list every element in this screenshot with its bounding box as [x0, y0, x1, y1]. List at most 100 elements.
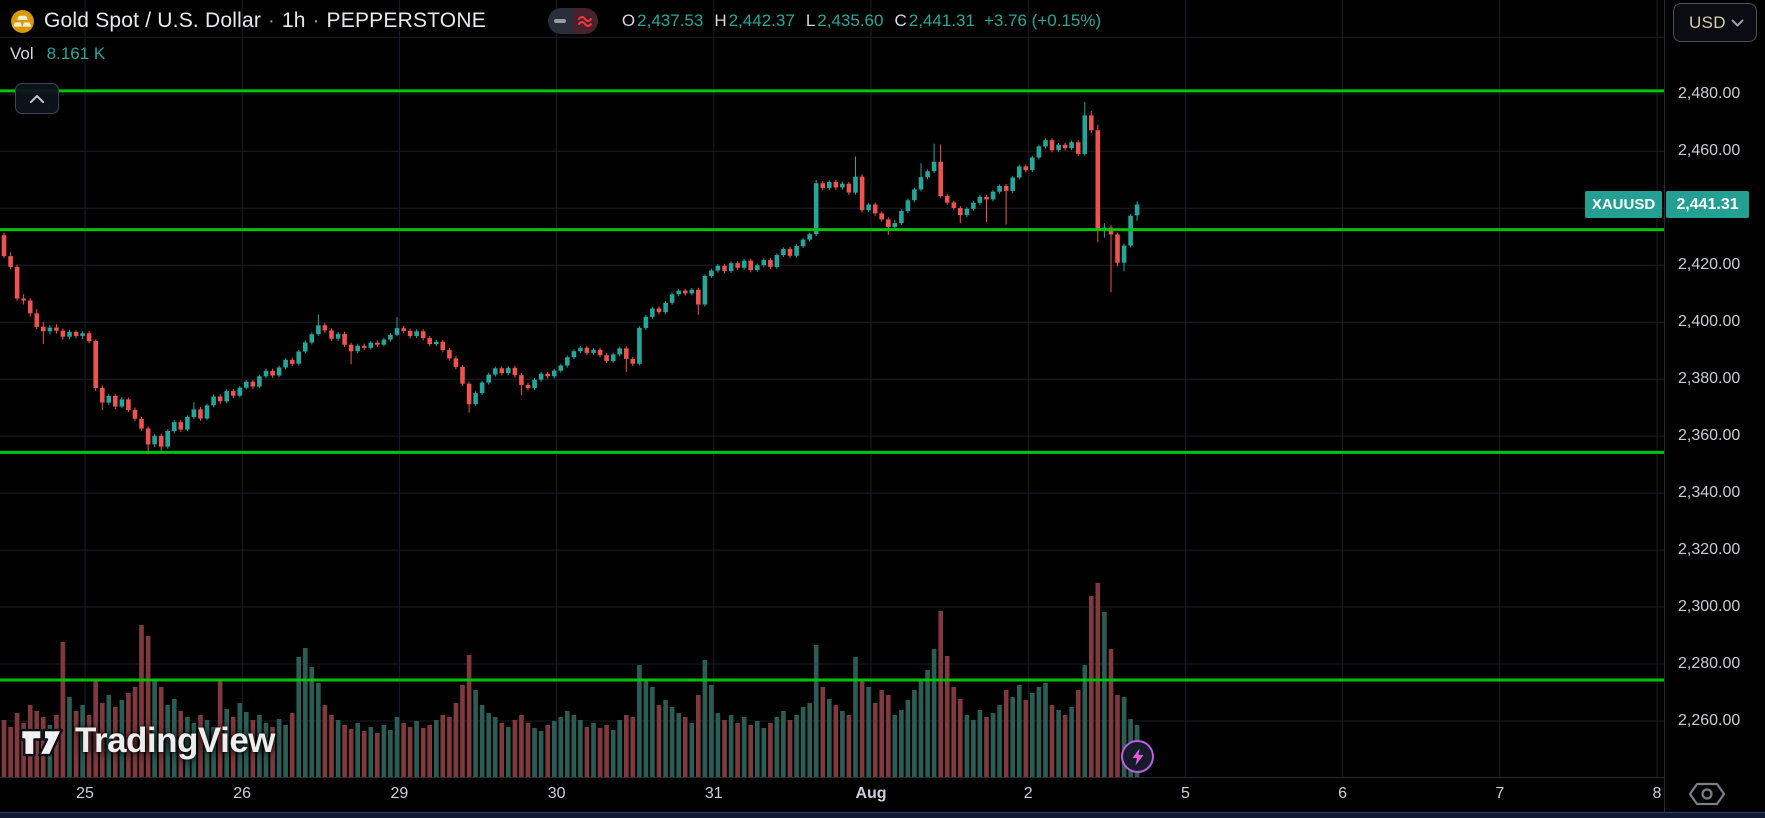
candle [565, 357, 570, 366]
candle [303, 342, 308, 352]
price-axis[interactable]: 2,480.00 2,460.00 2,420.00 2,400.00 2,380.00… [1664, 0, 1765, 812]
volume-bar [905, 700, 911, 777]
volume-bar [73, 711, 79, 777]
candle [460, 366, 465, 384]
horizontal-rays[interactable] [0, 89, 1664, 682]
volume-bar [800, 707, 806, 777]
volume-bar [682, 717, 688, 777]
volume-bar [774, 717, 780, 777]
candle [571, 351, 577, 358]
volume-bar [1049, 705, 1055, 777]
candle [492, 368, 498, 375]
candle [1056, 144, 1061, 151]
candle [1049, 140, 1055, 151]
bottom-toolbar-edge [0, 812, 1765, 818]
collapse-legend-button[interactable] [15, 83, 59, 114]
price-tick-label: 2,480.00 [1678, 85, 1741, 103]
candle [80, 333, 85, 336]
lightning-button[interactable] [1121, 740, 1154, 773]
price-tick-label: 2,300.00 [1678, 598, 1741, 615]
separator-dot: · [312, 10, 320, 32]
candles-layer [1, 102, 1140, 455]
candle [198, 409, 203, 419]
symbol-title[interactable]: Gold Spot / U.S. Dollar · 1h · PEPPERSTONE [44, 9, 486, 32]
candle [525, 384, 531, 388]
candle [558, 365, 564, 371]
chart-legend: Gold Spot / U.S. Dollar · 1h · PEPPERSTONE O… [10, 8, 1101, 34]
candle [755, 265, 760, 270]
time-axis[interactable]: 25 26 29 30 31 Aug 2 5 6 7 8 [0, 777, 1664, 813]
candle [1030, 157, 1035, 170]
volume-bar [1043, 683, 1048, 777]
volume-bar [191, 723, 197, 777]
high-label: H [714, 11, 727, 30]
minus-icon [554, 19, 567, 23]
volume-bar [93, 680, 98, 777]
candle [997, 186, 1002, 192]
volume-bar [172, 699, 177, 777]
volume-bar [1108, 649, 1114, 777]
candle [637, 327, 642, 364]
volume-bar [565, 711, 570, 777]
change-value: +3.76 (+0.15%) [983, 11, 1102, 30]
time-tick-label: 30 [547, 785, 566, 802]
candle [41, 326, 46, 332]
candle [872, 204, 878, 214]
volume-bar [132, 687, 138, 777]
volume-bar [827, 699, 832, 777]
volume-bar [676, 713, 681, 777]
volume-bar [610, 730, 616, 777]
candle [34, 313, 40, 327]
volume-bar [886, 695, 891, 777]
candle [656, 308, 662, 313]
volume-bar [165, 705, 170, 777]
volume-bar [702, 660, 708, 777]
candle [368, 342, 374, 348]
candle [440, 341, 446, 351]
hexagon-eye-icon [1688, 782, 1726, 806]
candle [1089, 115, 1094, 131]
volume-bar [1069, 707, 1074, 777]
candle [794, 246, 799, 256]
candle [702, 276, 708, 305]
volume-bar [964, 715, 970, 777]
price-chart[interactable] [0, 0, 1664, 777]
volume-bar [859, 680, 865, 777]
candle [309, 334, 315, 343]
volume-bar [492, 717, 498, 777]
axis-corner-logo[interactable] [1687, 780, 1727, 813]
candle [768, 260, 773, 267]
candle [276, 367, 282, 376]
volume-bar [951, 687, 957, 777]
volume-bar [892, 715, 898, 777]
candle [414, 331, 419, 337]
candle [139, 418, 144, 429]
candle [886, 219, 891, 228]
volume-bar [263, 723, 269, 777]
volume-bar [958, 699, 963, 777]
volume-bar [244, 712, 249, 777]
candle [132, 409, 138, 419]
volume-bar [237, 703, 243, 777]
candle [1082, 115, 1088, 154]
volume-bar [1115, 695, 1120, 777]
volume-bar [1030, 693, 1035, 777]
candle [67, 331, 72, 337]
candle [224, 391, 229, 402]
market-status-pill[interactable] [547, 8, 598, 34]
volume-bar [650, 687, 655, 777]
currency-dropdown[interactable]: USD [1673, 3, 1757, 42]
candle [204, 405, 210, 419]
candle [604, 355, 609, 361]
volume-bar [447, 717, 452, 777]
candle [676, 290, 681, 295]
market-status-segment [547, 8, 573, 34]
candle [990, 191, 996, 200]
volume-bar [342, 725, 347, 777]
time-tick-label: 25 [76, 785, 94, 802]
volume-bar [375, 733, 380, 777]
chevron-up-icon [30, 94, 44, 103]
candle [499, 368, 505, 374]
volume-bar [460, 685, 465, 777]
time-tick-label: 29 [390, 785, 409, 802]
